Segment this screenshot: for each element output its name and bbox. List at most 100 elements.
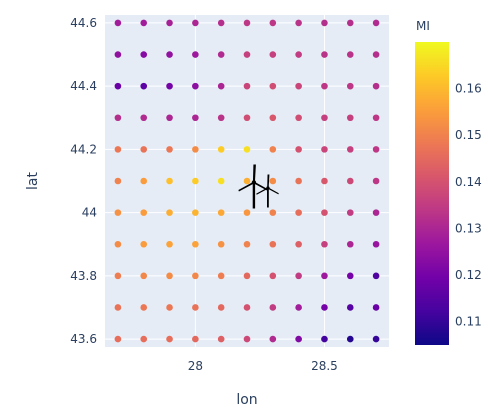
data-point (321, 82, 328, 90)
data-point (321, 209, 328, 216)
colorbar-title: MI (416, 19, 430, 33)
data-point (140, 114, 148, 122)
colorbar-tick-label: 0.15 (455, 128, 482, 142)
data-point (114, 114, 122, 122)
data-point (295, 114, 302, 122)
data-point (192, 177, 199, 185)
data-point (346, 209, 354, 216)
data-point (140, 177, 148, 185)
data-point (140, 240, 148, 248)
data-point (166, 19, 173, 27)
data-point (372, 177, 380, 185)
data-point (321, 272, 328, 280)
colorbar-tick-label: 0.14 (455, 175, 482, 189)
data-point (269, 51, 277, 58)
data-point (140, 19, 148, 27)
colorbar-tick-labels: 0.11 0.12 0.13 0.14 0.15 0.16 (455, 82, 482, 329)
data-point (192, 146, 199, 153)
data-point (140, 146, 148, 153)
data-point (372, 51, 380, 58)
y-tick-label: 44.2 (70, 142, 97, 156)
data-point (114, 51, 122, 58)
data-point (269, 335, 277, 343)
data-point (321, 335, 328, 343)
data-point (269, 209, 277, 216)
data-point (243, 19, 251, 27)
data-point (269, 177, 277, 185)
data-point (140, 335, 148, 343)
data-point (269, 240, 277, 248)
data-point (321, 304, 328, 311)
wind-turbines-icon (238, 164, 279, 209)
data-point (243, 51, 251, 58)
data-point (217, 177, 225, 185)
y-tick-label: 43.8 (70, 269, 97, 283)
data-point (295, 82, 302, 90)
data-point (114, 240, 122, 248)
y-tick-label: 44 (82, 206, 97, 220)
data-point (217, 19, 225, 27)
data-point (269, 146, 277, 153)
data-point (346, 335, 354, 343)
data-point (166, 146, 173, 153)
y-tick-label: 44.6 (70, 16, 97, 30)
y-tick-label: 43.6 (70, 332, 97, 346)
data-point (217, 146, 225, 153)
data-point (243, 177, 251, 185)
data-point (269, 114, 277, 122)
data-point (243, 209, 251, 216)
x-axis-title: lon (236, 392, 257, 408)
data-point (192, 82, 199, 90)
data-point (192, 209, 199, 216)
data-point (295, 335, 302, 343)
data-point (243, 146, 251, 153)
x-tick-label: 28.5 (311, 359, 338, 373)
data-point (192, 19, 199, 27)
data-point (192, 304, 199, 311)
data-point (217, 209, 225, 216)
x-tick-labels: 28 28.5 (188, 359, 338, 373)
data-point (140, 304, 148, 311)
data-point (346, 272, 354, 280)
data-point (346, 304, 354, 311)
data-point (243, 304, 251, 311)
data-point (114, 82, 122, 90)
data-point (269, 82, 277, 90)
data-point (346, 177, 354, 185)
data-point (140, 82, 148, 90)
data-point (295, 146, 302, 153)
data-point (295, 51, 302, 58)
data-point (217, 114, 225, 122)
data-point (166, 114, 173, 122)
data-point (192, 114, 199, 122)
data-point (114, 19, 122, 27)
colorbar (415, 42, 449, 345)
data-point (321, 51, 328, 58)
data-point (372, 146, 380, 153)
data-point (346, 82, 354, 90)
y-tick-label: 44.4 (70, 79, 97, 93)
data-point (114, 177, 122, 185)
data-point (243, 82, 251, 90)
data-point (321, 146, 328, 153)
data-point (114, 272, 122, 280)
data-point (269, 272, 277, 280)
data-point (269, 304, 277, 311)
data-point (372, 272, 380, 280)
data-point (346, 240, 354, 248)
data-point (217, 304, 225, 311)
data-point (321, 114, 328, 122)
data-point (372, 19, 380, 27)
data-point (295, 272, 302, 280)
data-point (372, 209, 380, 216)
data-point (166, 82, 173, 90)
data-point (295, 209, 302, 216)
data-point (114, 304, 122, 311)
data-point (166, 335, 173, 343)
data-point (140, 51, 148, 58)
data-point (166, 272, 173, 280)
y-axis-title: lat (25, 172, 41, 190)
data-point (217, 51, 225, 58)
colorbar-tick-label: 0.13 (455, 221, 482, 235)
data-point (372, 335, 380, 343)
